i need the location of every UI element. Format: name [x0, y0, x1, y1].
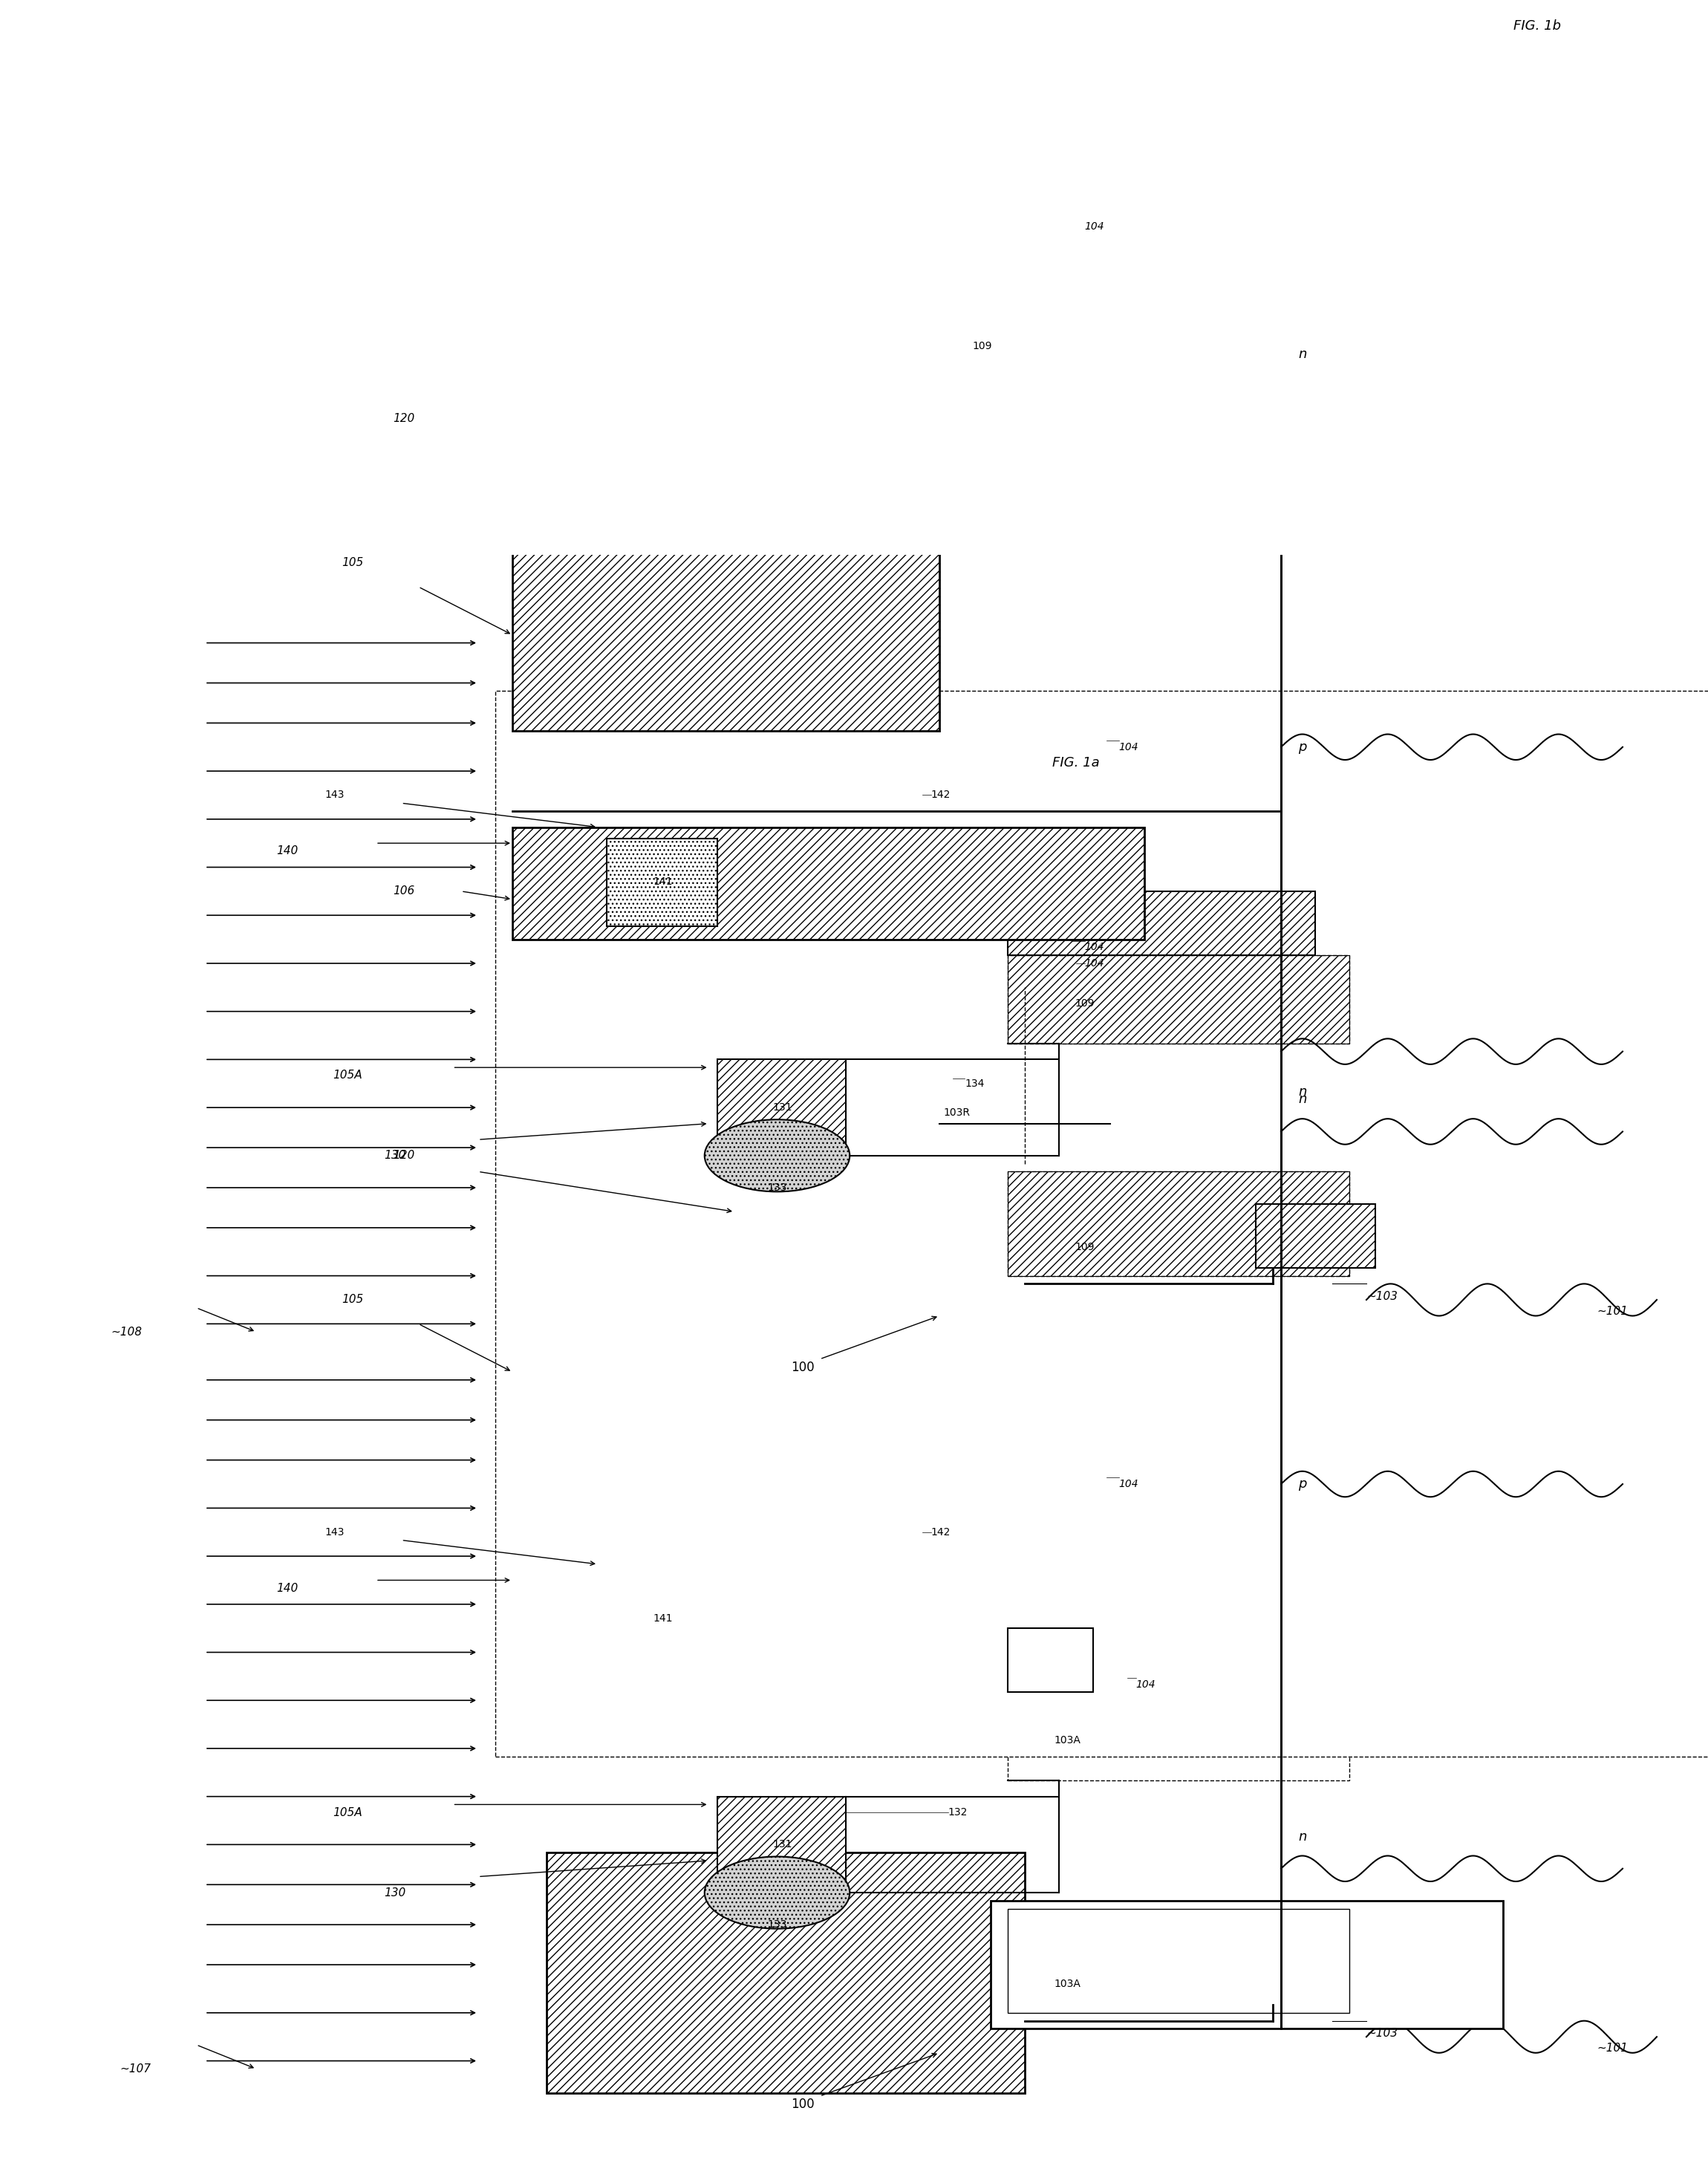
- Bar: [512, 1275, 939, 1469]
- Text: FIG. 1b: FIG. 1b: [1513, 19, 1561, 32]
- Bar: [1008, 956, 1349, 1044]
- Text: 141: 141: [652, 876, 673, 887]
- Text: 141: 141: [652, 1613, 673, 1624]
- Text: 104: 104: [1119, 1480, 1139, 1488]
- Text: 104: 104: [1136, 1678, 1156, 1689]
- Text: ~107: ~107: [120, 2064, 150, 2075]
- Text: 131: 131: [772, 1840, 793, 1851]
- Bar: [880, 265, 1281, 427]
- Bar: [1008, 1909, 1349, 2012]
- Bar: [1008, 1629, 1315, 1693]
- Bar: [512, 539, 939, 731]
- Text: 104: 104: [1085, 958, 1105, 968]
- Text: 133: 133: [767, 1182, 787, 1193]
- Text: 130: 130: [384, 1150, 407, 1160]
- Text: 143: 143: [325, 789, 343, 800]
- Bar: [888, 964, 1059, 1035]
- Text: 120: 120: [393, 1150, 415, 1160]
- Text: n: n: [1298, 1094, 1307, 1107]
- Text: ~103: ~103: [1366, 2028, 1397, 2038]
- Text: 140: 140: [277, 1583, 299, 1594]
- Text: 103A: 103A: [1054, 1978, 1081, 1989]
- Text: 140: 140: [277, 846, 299, 856]
- Text: 105: 105: [342, 1294, 364, 1305]
- Bar: [606, 839, 717, 928]
- Text: 100: 100: [791, 1361, 815, 1374]
- Text: 103R: 103R: [943, 1107, 970, 1117]
- Bar: [888, 226, 1059, 298]
- Text: p: p: [1298, 740, 1307, 753]
- Text: 120: 120: [393, 412, 415, 425]
- Bar: [512, 1564, 1144, 1676]
- Bar: [1008, 1909, 1349, 2012]
- Bar: [991, 1900, 1503, 2030]
- Bar: [512, 779, 888, 1035]
- Text: 109: 109: [1074, 1242, 1095, 1251]
- Text: 109: 109: [972, 341, 992, 352]
- Bar: [880, 265, 1281, 427]
- Bar: [1008, 956, 1349, 1044]
- Text: 143: 143: [325, 1527, 343, 1538]
- Text: 105A: 105A: [333, 1070, 362, 1081]
- Bar: [1255, 1941, 1375, 2004]
- Text: 131: 131: [772, 1102, 793, 1113]
- Text: 105A: 105A: [333, 1808, 362, 1818]
- Text: ~101: ~101: [1597, 2043, 1628, 2053]
- Text: ~101: ~101: [1597, 1305, 1628, 1316]
- Ellipse shape: [705, 1119, 851, 1191]
- Text: ~103: ~103: [1366, 1292, 1397, 1303]
- FancyBboxPatch shape: [495, 690, 1708, 1756]
- Bar: [717, 1797, 845, 1892]
- Bar: [1008, 1171, 1349, 1275]
- Text: 104: 104: [1085, 943, 1105, 953]
- Text: 133: 133: [767, 1920, 787, 1931]
- Bar: [1008, 891, 1315, 956]
- Text: n: n: [1298, 347, 1307, 360]
- Text: 132: 132: [948, 1808, 967, 1818]
- Text: 134: 134: [965, 1078, 984, 1089]
- Text: 142: 142: [931, 789, 950, 800]
- Text: 106: 106: [393, 887, 415, 897]
- Text: 105: 105: [342, 557, 364, 567]
- Text: 103A: 103A: [1054, 1734, 1081, 1745]
- Text: 130: 130: [384, 1887, 407, 1898]
- Bar: [734, 1148, 1076, 1275]
- Bar: [606, 1575, 717, 1663]
- Text: 104: 104: [1085, 222, 1105, 231]
- Bar: [1255, 1204, 1375, 1268]
- Text: 104: 104: [1119, 742, 1139, 753]
- Text: 100: 100: [791, 2097, 815, 2112]
- Text: n: n: [1298, 1829, 1307, 1844]
- Text: ~108: ~108: [111, 1327, 142, 1337]
- Bar: [512, 826, 1144, 938]
- Bar: [717, 1059, 845, 1156]
- Bar: [734, 410, 1076, 539]
- Bar: [547, 1853, 1025, 2092]
- Text: p: p: [1298, 1478, 1307, 1490]
- Bar: [1008, 1693, 1349, 1780]
- Bar: [1008, 1171, 1349, 1275]
- Ellipse shape: [705, 1857, 851, 1928]
- Text: n: n: [1298, 1085, 1307, 1098]
- Text: 142: 142: [931, 1527, 950, 1538]
- Bar: [1008, 1629, 1093, 1693]
- Text: FIG. 1a: FIG. 1a: [1052, 757, 1100, 770]
- Text: 109: 109: [1074, 999, 1095, 1009]
